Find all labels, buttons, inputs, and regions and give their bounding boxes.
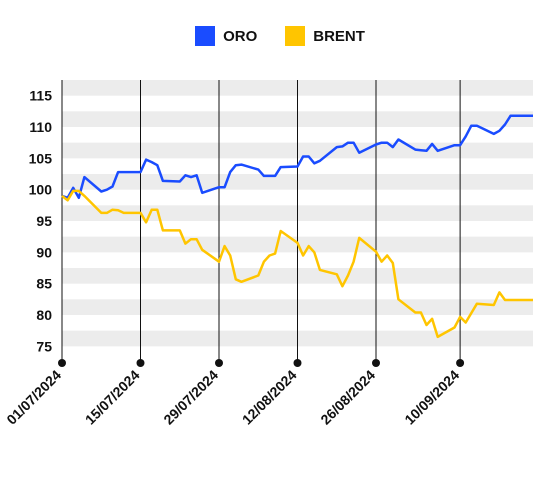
legend-item-brent[interactable]: BRENT — [285, 26, 365, 46]
series-line-oro — [61, 114, 533, 200]
legend-swatch-brent — [285, 26, 306, 46]
series-line-brent — [61, 189, 533, 339]
x-tick-label: 10/09/2024 — [401, 367, 462, 428]
y-tick-label: 95 — [36, 213, 52, 229]
x-tick-marker — [215, 359, 223, 367]
legend-swatch-oro — [195, 26, 216, 46]
x-tick-marker — [372, 359, 380, 367]
y-tick-label: 110 — [29, 119, 52, 135]
y-tick-label: 100 — [29, 182, 53, 198]
y-tick-label: 105 — [29, 150, 53, 166]
legend-item-oro[interactable]: ORO — [195, 26, 257, 46]
x-tick-label: 29/07/2024 — [160, 367, 221, 428]
x-tick-marker — [136, 359, 145, 367]
y-tick-label: 115 — [29, 88, 52, 104]
y-tick-label: 85 — [36, 276, 52, 292]
x-tick-label: 15/07/2024 — [82, 367, 143, 428]
legend-label-oro: ORO — [223, 27, 258, 45]
x-tick-marker — [293, 359, 302, 367]
y-tick-label: 75 — [36, 338, 52, 354]
y-tick-label: 80 — [36, 307, 52, 323]
legend: ORO BRENT — [0, 26, 560, 46]
legend-label-brent: BRENT — [313, 27, 365, 45]
x-tick-label: 26/08/2024 — [317, 367, 378, 428]
x-tick-marker — [456, 359, 465, 367]
x-tick-label: 12/08/2024 — [239, 367, 300, 428]
x-tick-marker — [58, 359, 66, 367]
x-tick-label: 01/07/2024 — [3, 367, 64, 428]
y-tick-label: 90 — [36, 244, 52, 260]
